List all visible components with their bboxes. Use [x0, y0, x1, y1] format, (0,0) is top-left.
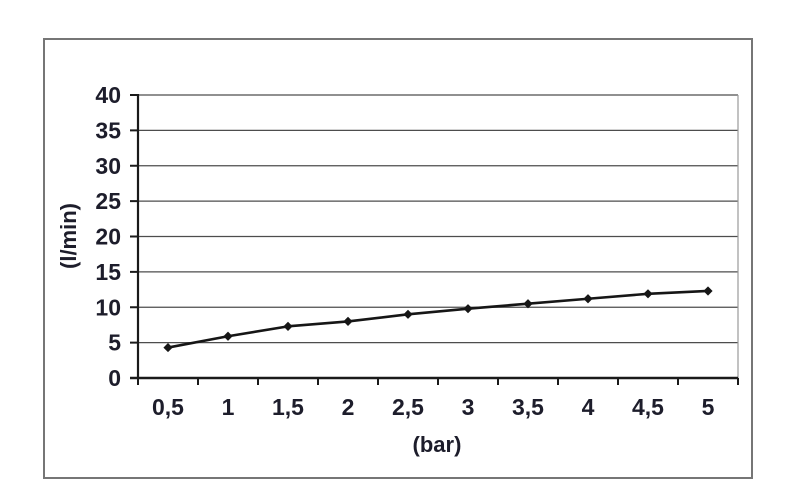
y-tick-label: 25	[95, 188, 121, 214]
y-axis-title: (l/min)	[56, 203, 81, 269]
y-tick-label: 40	[95, 82, 121, 108]
y-tick-label: 15	[95, 259, 121, 285]
data-point-marker	[283, 321, 293, 331]
x-tick-label: 1,5	[272, 394, 304, 420]
x-tick-label: 3	[462, 394, 475, 420]
data-point-marker	[403, 309, 413, 319]
y-tick-label: 30	[95, 153, 121, 179]
data-point-marker	[343, 316, 353, 326]
data-point-marker	[643, 289, 653, 299]
data-point-marker	[703, 286, 713, 296]
chart-frame	[43, 38, 753, 479]
x-tick-label: 2,5	[392, 394, 424, 420]
x-tick-label: 4,5	[632, 394, 664, 420]
data-point-marker	[523, 299, 533, 309]
x-tick-label: 5	[702, 394, 715, 420]
x-axis-title: (bar)	[412, 432, 462, 457]
data-point-marker	[163, 342, 173, 353]
y-tick-label: 20	[95, 224, 121, 250]
x-tick-label: 1	[222, 394, 235, 420]
y-tick-label: 35	[95, 117, 121, 143]
x-tick-label: 0,5	[152, 394, 184, 420]
x-tick-label: 4	[582, 394, 595, 420]
y-tick-label: 10	[95, 294, 121, 320]
y-tick-label: 0	[108, 365, 121, 391]
data-point-marker	[463, 304, 473, 314]
data-point-marker	[583, 294, 593, 304]
data-point-marker	[223, 331, 233, 341]
y-tick-label: 5	[108, 330, 121, 356]
series-line	[166, 289, 710, 349]
x-tick-label: 2	[342, 394, 355, 420]
x-tick-label: 3,5	[512, 394, 544, 420]
